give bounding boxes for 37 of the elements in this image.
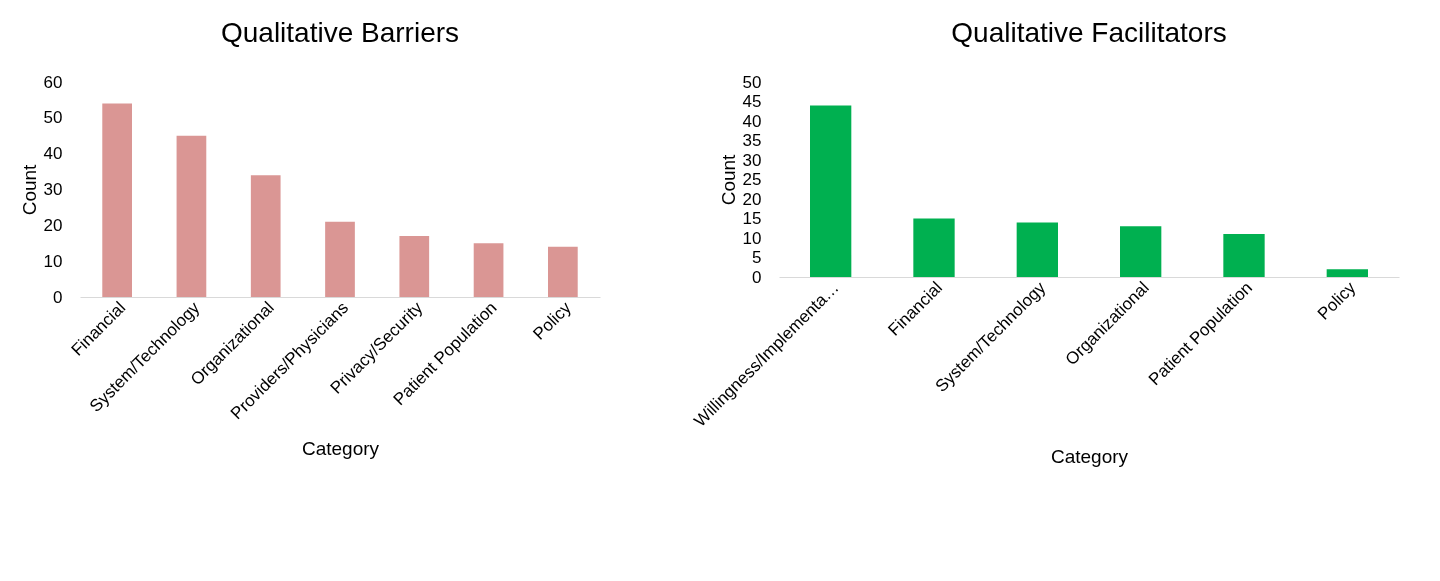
x-axis-title: Category <box>1050 445 1129 467</box>
bar <box>1016 222 1058 277</box>
y-tick-label: 30 <box>43 180 63 199</box>
bar <box>473 243 504 297</box>
y-tick-label: 0 <box>752 267 762 287</box>
y-axis-title: Count <box>18 163 40 216</box>
y-tick-label: 40 <box>742 111 762 131</box>
y-tick-label: 20 <box>742 189 762 209</box>
y-tick-label: 5 <box>752 248 762 267</box>
bar <box>1223 234 1265 277</box>
y-tick-label: 25 <box>742 170 762 189</box>
y-tick-label: 15 <box>742 209 762 228</box>
y-tick-label: 45 <box>742 92 762 111</box>
x-axis-title: Category <box>301 438 380 460</box>
y-tick-label: 10 <box>742 228 762 248</box>
y-tick-label: 0 <box>53 287 63 307</box>
bar <box>1326 269 1368 277</box>
bar <box>176 135 207 297</box>
bar <box>810 105 852 277</box>
y-tick-label: 50 <box>43 108 63 128</box>
y-tick-label: 60 <box>43 72 63 92</box>
bar <box>399 236 430 297</box>
bar <box>548 246 578 297</box>
bar <box>325 221 355 297</box>
y-tick-label: 30 <box>742 150 762 170</box>
y-axis-title: Count <box>717 153 739 206</box>
y-tick-label: 35 <box>742 131 762 150</box>
bar <box>250 175 281 297</box>
chart-title: Qualitative Barriers <box>220 17 460 48</box>
y-tick-label: 10 <box>43 251 63 271</box>
bar <box>913 218 955 277</box>
y-tick-label: 20 <box>43 215 63 235</box>
bar <box>102 103 132 297</box>
chart-title: Qualitative Facilitators <box>951 17 1227 48</box>
bar <box>1120 226 1162 277</box>
y-tick-label: 40 <box>43 144 63 164</box>
y-tick-label: 50 <box>742 72 762 92</box>
